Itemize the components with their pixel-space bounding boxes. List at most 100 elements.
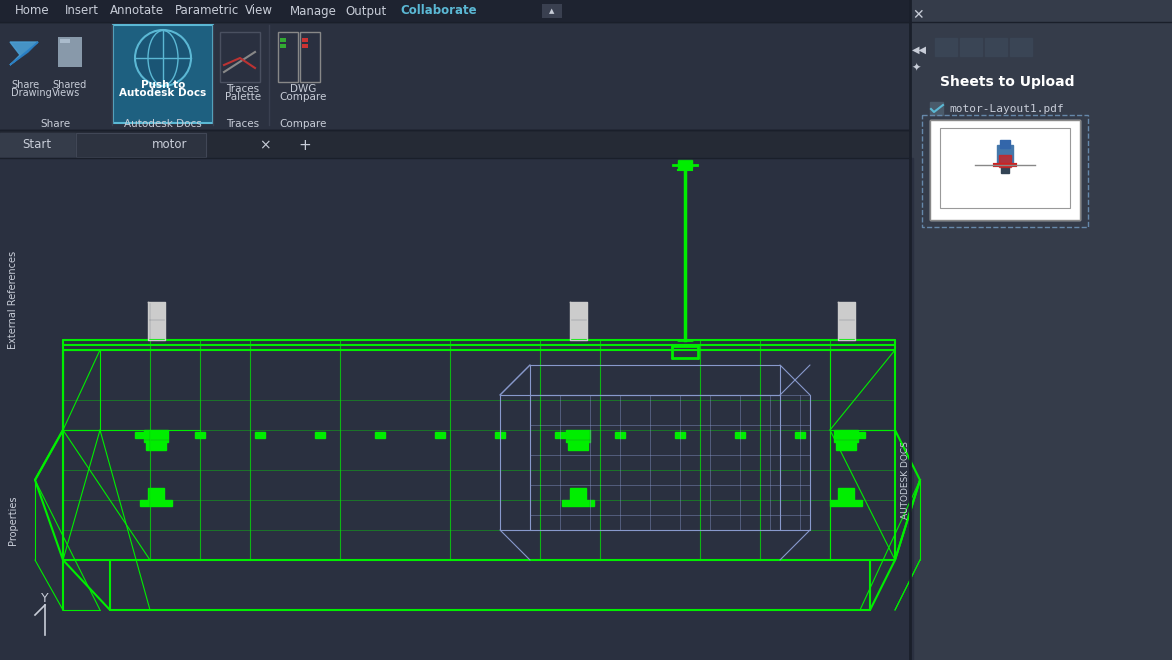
Text: ×: × (259, 138, 271, 152)
Bar (834, 430, 858, 442)
Bar (278, 32, 298, 82)
Text: Y: Y (41, 591, 49, 605)
Bar (113, 25, 213, 123)
Bar (0, 133, 75, 157)
Text: ✕: ✕ (912, 8, 924, 22)
Bar (931, 102, 943, 115)
Polygon shape (11, 42, 38, 65)
Bar (997, 145, 1013, 165)
Text: +: + (299, 137, 312, 152)
Bar (0, 130, 909, 158)
Text: Manage: Manage (289, 5, 336, 18)
Text: Views: Views (52, 88, 80, 98)
Text: Start: Start (22, 139, 52, 152)
Bar (1000, 140, 1010, 148)
Bar (909, 0, 1172, 660)
Bar (139, 500, 172, 506)
Text: Output: Output (345, 5, 387, 18)
Text: Annotate: Annotate (110, 5, 164, 18)
Text: motor: motor (152, 139, 188, 152)
Bar (931, 120, 1081, 220)
Text: Shared: Shared (52, 80, 87, 90)
Bar (999, 155, 1011, 167)
Bar (125, 30, 202, 90)
Circle shape (135, 30, 191, 86)
Bar (984, 38, 1007, 56)
Text: Autodesk Docs: Autodesk Docs (120, 88, 206, 98)
Bar (144, 430, 168, 442)
Polygon shape (11, 42, 38, 65)
Bar (563, 500, 594, 506)
Bar (135, 432, 145, 438)
Bar (940, 128, 1070, 208)
Bar (935, 38, 958, 56)
Bar (315, 432, 325, 438)
Bar (931, 120, 1081, 220)
Text: Properties: Properties (8, 495, 18, 544)
Text: Share: Share (11, 80, 39, 90)
Text: View: View (245, 5, 273, 18)
Bar (27, 158, 909, 660)
Text: ▲: ▲ (550, 8, 554, 14)
Bar (0, 0, 1172, 22)
Bar (220, 32, 260, 82)
Bar (0, 25, 113, 125)
Bar (255, 432, 265, 438)
Bar (76, 133, 206, 157)
Bar (940, 128, 1070, 208)
Bar (570, 488, 586, 502)
Bar (0, 22, 909, 130)
Text: Autodesk Docs: Autodesk Docs (124, 119, 202, 129)
Bar (856, 432, 865, 438)
Text: Push to: Push to (141, 80, 185, 90)
Bar (300, 32, 320, 82)
Bar (148, 488, 164, 502)
Text: Palette: Palette (225, 92, 261, 102)
Text: Compare: Compare (279, 92, 327, 102)
Bar (838, 488, 854, 502)
Bar (0, 158, 27, 660)
Bar (300, 32, 320, 82)
Bar (830, 500, 861, 506)
Bar (836, 442, 856, 450)
Bar (909, 22, 1172, 130)
Bar (302, 38, 308, 42)
Bar (1001, 165, 1009, 173)
Text: ✦: ✦ (912, 63, 921, 73)
Text: Traces: Traces (226, 84, 259, 94)
Bar (615, 432, 625, 438)
Text: Home: Home (15, 5, 49, 18)
Bar (960, 38, 982, 56)
Bar (278, 32, 298, 82)
Text: Compare: Compare (279, 119, 327, 129)
Bar (922, 115, 1088, 227)
Bar (556, 432, 565, 438)
Text: ◀◀: ◀◀ (912, 45, 927, 55)
Bar (570, 302, 587, 340)
Bar (1010, 38, 1033, 56)
Bar (8, 35, 46, 73)
Text: AUTODESK DOCS: AUTODESK DOCS (900, 441, 909, 519)
Bar (280, 44, 286, 48)
Text: Share: Share (40, 119, 70, 129)
Bar (146, 442, 166, 450)
Bar (214, 25, 270, 123)
Bar (220, 32, 260, 82)
Bar (148, 302, 165, 340)
Text: DWG: DWG (289, 84, 316, 94)
Bar (270, 25, 335, 123)
Bar (52, 35, 90, 73)
Bar (280, 38, 286, 42)
Bar (113, 25, 213, 123)
Bar (795, 432, 805, 438)
Bar (57, 37, 82, 67)
Bar (541, 4, 563, 18)
Text: Parametric: Parametric (175, 5, 239, 18)
Bar (677, 160, 691, 168)
Bar (60, 39, 70, 43)
Text: Sheets to Upload: Sheets to Upload (940, 75, 1075, 89)
Bar (375, 432, 384, 438)
Bar (195, 432, 205, 438)
Bar (568, 442, 588, 450)
Bar (838, 302, 856, 340)
